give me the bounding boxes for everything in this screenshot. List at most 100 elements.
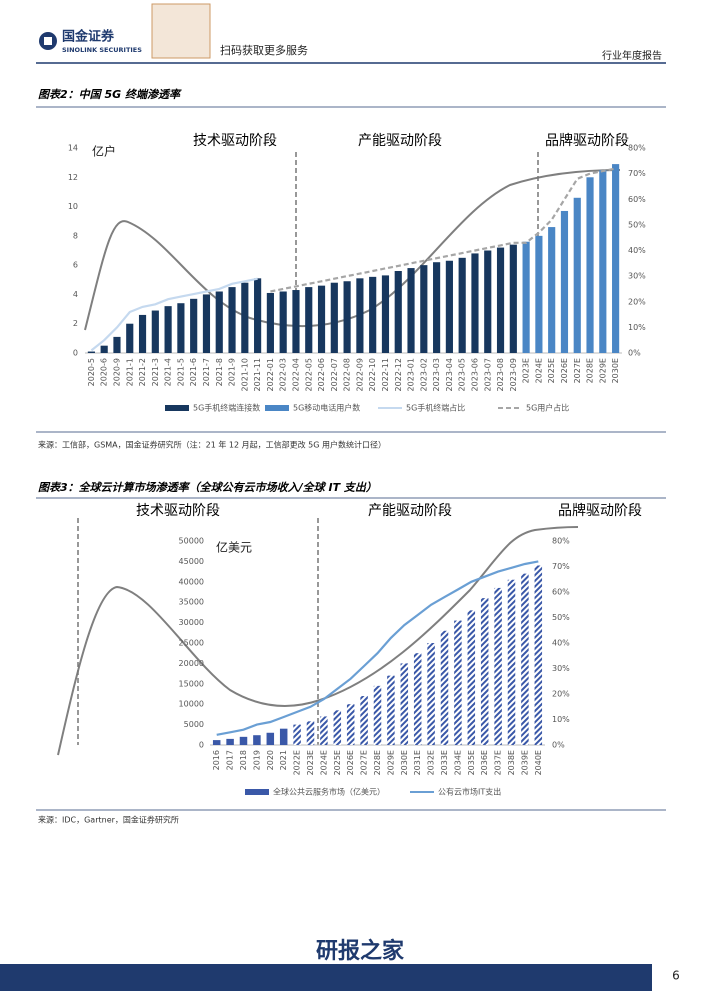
bar	[467, 610, 476, 745]
x-tick-label: 2032E	[427, 750, 436, 775]
x-tick-label: 2027E	[360, 750, 369, 775]
y-tick-label: 25000	[179, 639, 204, 648]
x-tick-label: 2022-08	[343, 358, 352, 391]
legend-swatch	[245, 789, 269, 795]
bar	[480, 598, 489, 745]
legend-swatch	[265, 405, 289, 411]
bar	[333, 710, 342, 745]
y2-tick-label: 50%	[628, 220, 646, 229]
x-tick-label: 2033E	[440, 750, 449, 775]
bar	[454, 620, 462, 745]
x-tick-label: 2030E	[400, 750, 409, 775]
bar	[586, 177, 594, 353]
x-tick-label: 2020-6	[100, 358, 109, 386]
x-tick-label: 2020	[266, 750, 275, 770]
y-tick-label: 0	[199, 741, 204, 750]
y-tick-label: 20000	[179, 659, 204, 668]
x-tick-label: 2022-05	[304, 358, 313, 391]
x-tick-label: 2038E	[507, 750, 516, 775]
y2-tick-label: 60%	[552, 588, 570, 597]
bar	[440, 630, 449, 745]
bar	[113, 336, 121, 353]
y-tick-label: 30000	[179, 618, 204, 627]
y-tick-label: 6	[73, 261, 78, 270]
y-tick-label: 14	[68, 144, 78, 153]
qr-caption: 扫码获取更多服务	[220, 43, 308, 57]
y2-tick-label: 50%	[552, 613, 570, 622]
bar	[126, 323, 134, 353]
bar	[253, 735, 261, 745]
x-tick-label: 2023E	[306, 750, 315, 775]
bar	[190, 298, 198, 353]
x-tick-label: 2021-4	[164, 358, 173, 386]
bar	[381, 275, 390, 353]
bar	[215, 291, 223, 353]
line-series	[270, 167, 616, 293]
bar	[471, 253, 479, 353]
legend-label: 全球公共云服务市场（亿美元）	[273, 787, 385, 797]
x-tick-label: 2022-12	[394, 358, 403, 391]
y-tick-label: 50000	[179, 537, 204, 546]
bar	[138, 314, 147, 353]
y-tick-label: 8	[73, 231, 78, 240]
x-tick-label: 2028E	[373, 750, 382, 775]
bar	[212, 740, 221, 745]
bar	[239, 736, 248, 745]
y-tick-label: 10000	[179, 700, 204, 709]
phase-label: 技术驱动阶段	[136, 503, 220, 519]
x-tick-label: 2021-6	[189, 358, 198, 386]
x-tick-label: 2021-2	[138, 358, 147, 386]
bar	[356, 278, 364, 353]
x-tick-label: 2021-9	[228, 358, 237, 386]
bar	[413, 653, 422, 745]
bar	[369, 276, 377, 353]
bar	[522, 241, 530, 353]
bar	[360, 696, 368, 745]
y-tick-label: 15000	[179, 679, 204, 688]
y2-tick-label: 30%	[628, 272, 646, 281]
bar	[420, 265, 428, 353]
phase-curve	[57, 526, 579, 756]
x-tick-label: 2022-09	[355, 358, 364, 391]
x-tick-label: 2040E	[534, 750, 543, 775]
x-tick-label: 2017	[226, 750, 235, 770]
x-tick-label: 2021-10	[240, 358, 249, 391]
bar	[279, 728, 288, 745]
x-tick-label: 2023-06	[470, 358, 479, 391]
y2-tick-label: 20%	[628, 297, 646, 306]
bar	[164, 306, 172, 353]
x-tick-label: 2023-03	[432, 358, 441, 391]
x-tick-label: 2023-08	[496, 358, 505, 391]
x-tick-label: 2022-03	[279, 358, 288, 391]
bar	[407, 268, 415, 353]
charts: 图表2：中国 5G 终端渗透率来源：工信部，GSMA，国金证券研究所（注：21 …	[36, 88, 666, 825]
x-tick-label: 2028E	[586, 358, 595, 383]
x-tick-label: 2021-5	[176, 358, 185, 386]
bar	[387, 675, 395, 745]
legend-label: 5G用户占比	[526, 403, 569, 413]
bar	[535, 235, 543, 353]
bar	[343, 281, 351, 353]
bar	[151, 310, 159, 353]
y2-tick-label: 40%	[628, 246, 646, 255]
y2-tick-label: 80%	[552, 537, 570, 546]
x-tick-label: 2022-06	[317, 358, 326, 391]
bar	[521, 573, 529, 745]
bar	[494, 587, 502, 745]
legend-label: 5G手机终端占比	[406, 403, 465, 413]
bar	[266, 732, 275, 745]
bar	[458, 257, 466, 353]
y-axis-unit: 亿美元	[216, 540, 252, 555]
y2-tick-label: 40%	[552, 639, 570, 648]
y2-tick-label: 80%	[628, 144, 646, 153]
x-tick-label: 2022-04	[291, 358, 300, 391]
bar	[573, 197, 581, 353]
bar	[548, 227, 556, 353]
x-tick-label: 2021-8	[215, 358, 224, 386]
x-tick-label: 2021	[279, 750, 288, 770]
bar	[100, 345, 108, 353]
x-tick-label: 2025E	[547, 358, 556, 383]
phase-label: 产能驱动阶段	[368, 503, 452, 519]
